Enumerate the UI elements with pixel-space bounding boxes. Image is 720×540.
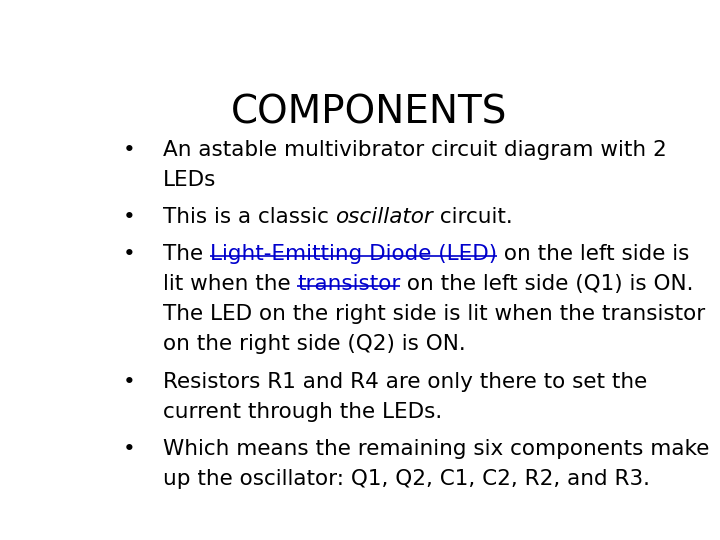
Text: transistor: transistor xyxy=(297,274,400,294)
Text: This is a classic: This is a classic xyxy=(163,207,336,227)
Text: Resistors R1 and R4 are only there to set the: Resistors R1 and R4 are only there to se… xyxy=(163,372,647,392)
Text: The LED on the right side is lit when the transistor: The LED on the right side is lit when th… xyxy=(163,305,705,325)
Text: lit when the: lit when the xyxy=(163,274,297,294)
Text: current through the LEDs.: current through the LEDs. xyxy=(163,402,442,422)
Text: The: The xyxy=(163,245,210,265)
Text: on the right side (Q2) is ON.: on the right side (Q2) is ON. xyxy=(163,334,465,354)
Text: An astable multivibrator circuit diagram with 2: An astable multivibrator circuit diagram… xyxy=(163,140,666,160)
Text: circuit.: circuit. xyxy=(433,207,513,227)
Text: on the left side is: on the left side is xyxy=(497,245,689,265)
Text: Light-Emitting Diode (LED): Light-Emitting Diode (LED) xyxy=(210,245,497,265)
Text: •: • xyxy=(122,207,135,227)
Text: Which means the remaining six components make: Which means the remaining six components… xyxy=(163,439,709,459)
Text: COMPONENTS: COMPONENTS xyxy=(231,94,507,132)
Text: oscillator: oscillator xyxy=(336,207,433,227)
Text: •: • xyxy=(122,439,135,459)
Text: •: • xyxy=(122,140,135,160)
Text: •: • xyxy=(122,245,135,265)
Text: •: • xyxy=(122,372,135,392)
Text: on the left side (Q1) is ON.: on the left side (Q1) is ON. xyxy=(400,274,694,294)
Text: LEDs: LEDs xyxy=(163,170,216,190)
Text: up the oscillator: Q1, Q2, C1, C2, R2, and R3.: up the oscillator: Q1, Q2, C1, C2, R2, a… xyxy=(163,469,649,489)
